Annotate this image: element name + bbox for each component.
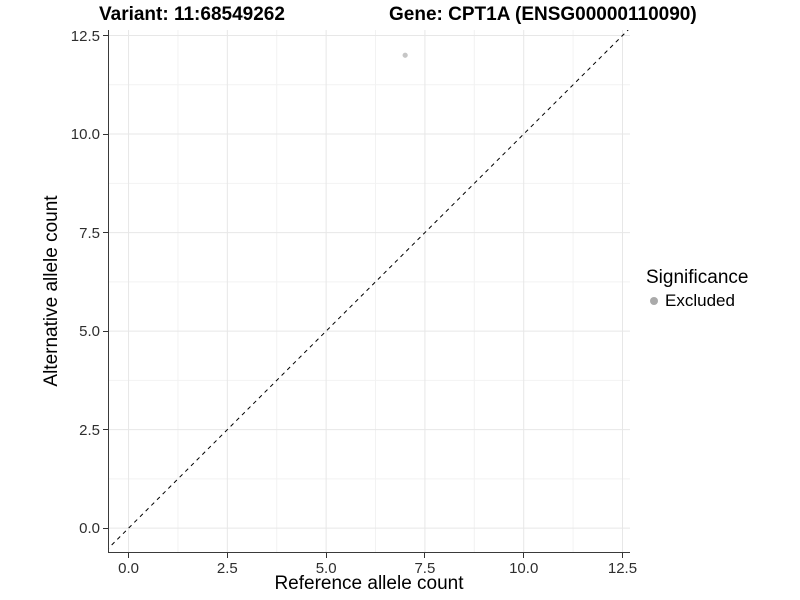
x-tick-label: 5.0 (315, 560, 337, 577)
y-tick-mark (103, 429, 108, 431)
x-tick-mark (128, 553, 130, 558)
x-axis-title: Reference allele count (274, 573, 464, 594)
plot-title-gene: Gene: CPT1A (ENSG00000110090) (389, 4, 697, 25)
y-tick-label: 2.5 (79, 421, 100, 439)
plot-canvas (108, 30, 630, 553)
x-tick-mark (424, 553, 426, 558)
plot-title-variant: Variant: 11:68549262 (99, 4, 285, 25)
data-point (402, 52, 408, 58)
y-tick-label: 12.5 (70, 27, 100, 45)
x-tick-label: 2.5 (216, 560, 238, 577)
y-axis-title: Alternative allele count (41, 195, 62, 387)
x-tick-label: 10.0 (509, 560, 539, 577)
x-tick-mark (523, 553, 525, 558)
y-tick-label: 0.0 (79, 520, 100, 538)
y-tick-label: 5.0 (79, 323, 100, 341)
y-tick-mark (103, 35, 108, 37)
y-tick-label: 7.5 (79, 224, 100, 242)
legend-title: Significance (646, 267, 749, 288)
x-tick-mark (226, 553, 228, 558)
y-tick-mark (103, 232, 108, 234)
legend-key-dot-icon (650, 297, 658, 305)
legend-item-excluded: Excluded (646, 291, 748, 311)
y-tick-mark (103, 527, 108, 529)
legend-item-label: Excluded (665, 291, 735, 310)
legend: Significance Excluded (646, 267, 748, 311)
x-tick-mark (325, 553, 327, 558)
x-tick-mark (621, 553, 623, 558)
identity-dashed-line (108, 30, 629, 550)
x-tick-label: 0.0 (118, 560, 139, 577)
y-tick-label: 10.0 (70, 126, 100, 144)
y-tick-mark (103, 330, 108, 332)
y-tick-mark (103, 133, 108, 135)
x-tick-label: 12.5 (607, 560, 638, 577)
plot-panel (108, 30, 630, 553)
x-tick-label: 7.5 (414, 560, 436, 577)
